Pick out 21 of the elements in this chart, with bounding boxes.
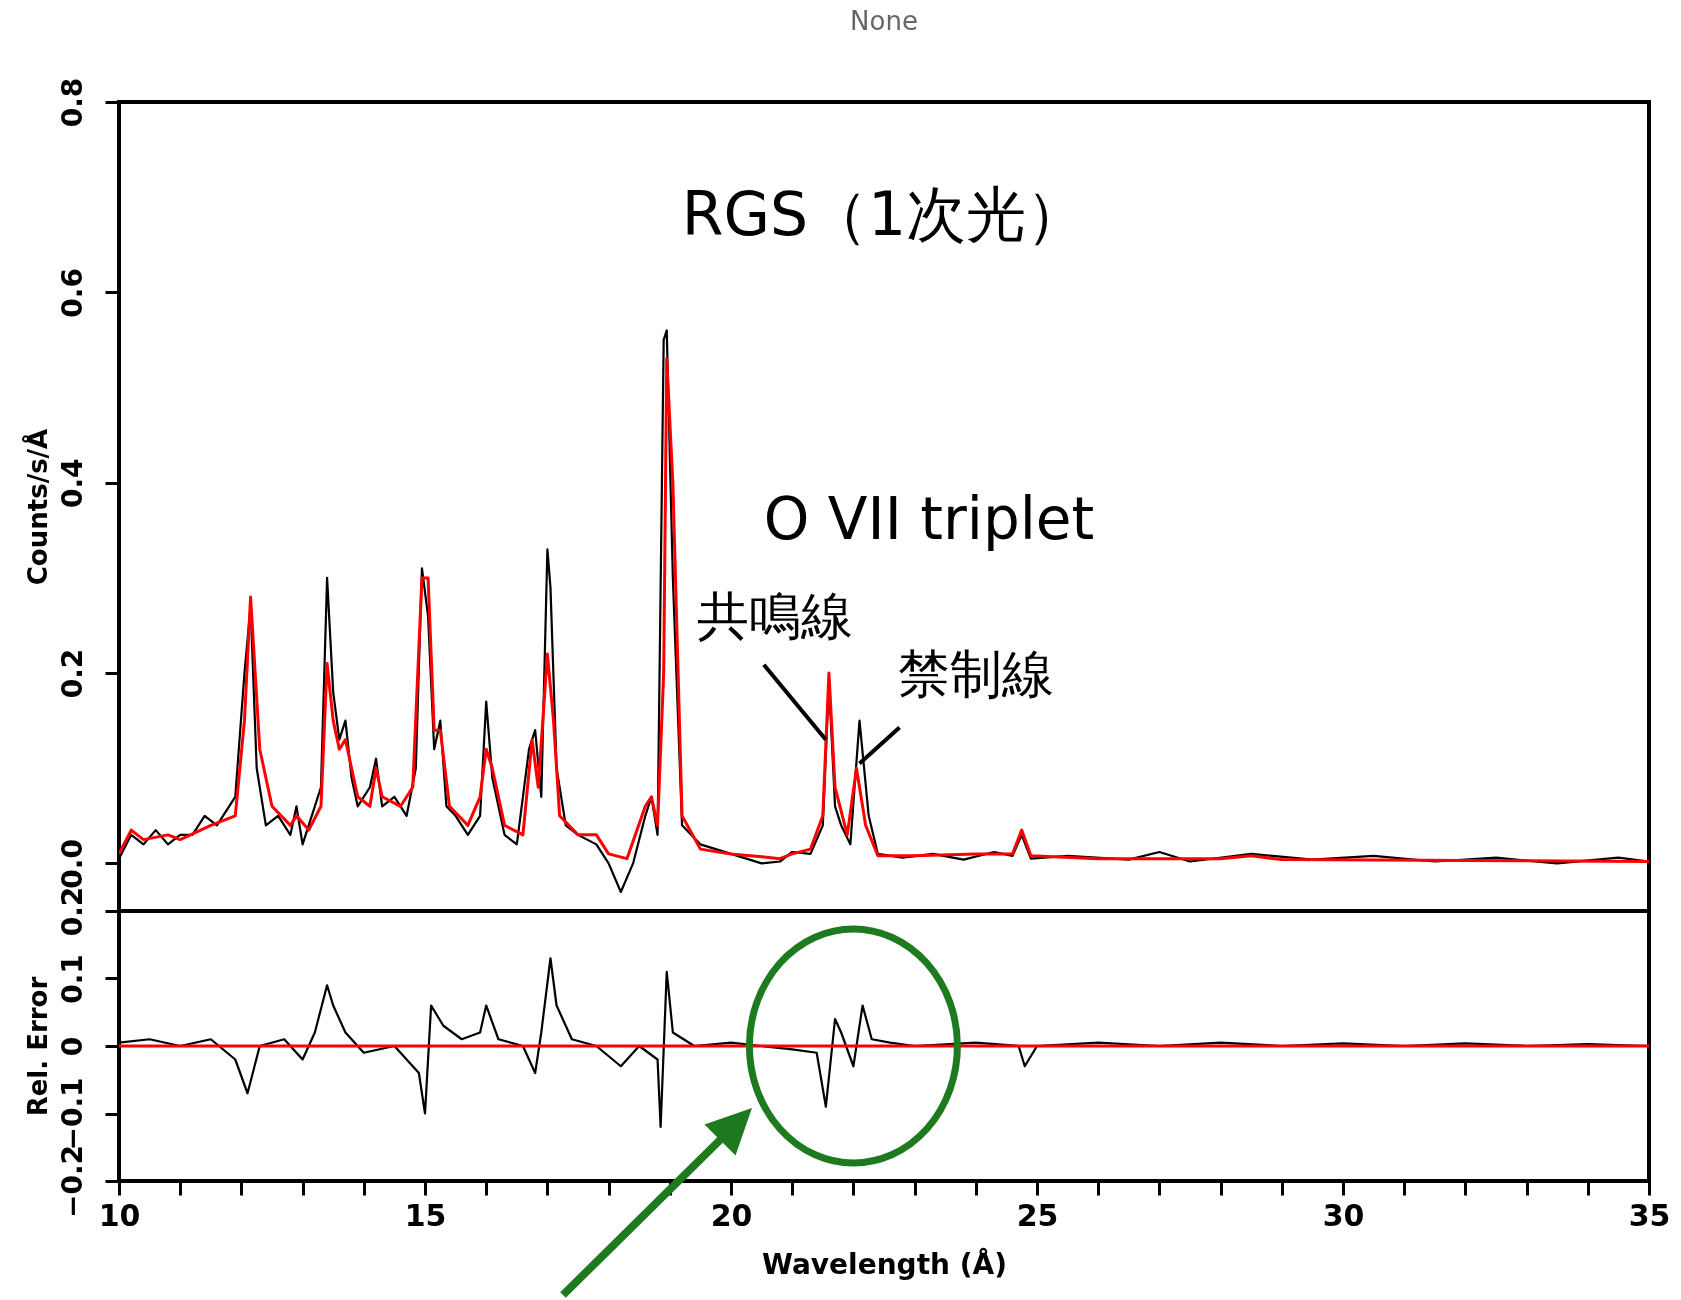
x-tick-label: 35 <box>1628 1197 1671 1233</box>
annotation: 共鳴線 <box>696 585 853 646</box>
x-tick-label: 10 <box>98 1197 141 1233</box>
y-tick-label: 0.8 <box>55 77 89 128</box>
x-tick-label: 15 <box>404 1197 447 1233</box>
x-tick-label: 20 <box>710 1197 753 1233</box>
x-axis-title: Wavelength (Å) <box>762 1246 1007 1281</box>
x-tick-label: 30 <box>1322 1197 1365 1233</box>
annotation: 禁制線 <box>897 644 1054 705</box>
annotation: RGS（1次光） <box>681 179 1087 249</box>
y-axis-title: Rel. Error <box>22 976 53 1117</box>
y-tick-label: 0.4 <box>55 458 89 509</box>
annotation: O VII triplet <box>763 485 1095 553</box>
y-tick-label: 0.0 <box>55 839 89 889</box>
y-tick-label: 0.6 <box>55 268 89 318</box>
y-tick-label: 0 <box>55 1036 89 1057</box>
y-tick-label: 0.2 <box>55 648 89 699</box>
x-tick-label: 25 <box>1016 1197 1059 1233</box>
y-tick-label: 0.1 <box>55 954 89 1004</box>
y-axis-title: Counts/s/Å <box>21 428 53 586</box>
chart-title: None <box>850 6 918 36</box>
